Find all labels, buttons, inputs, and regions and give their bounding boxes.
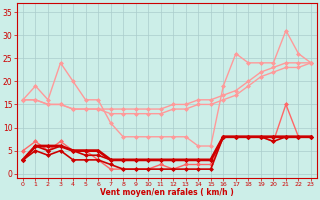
X-axis label: Vent moyen/en rafales ( km/h ): Vent moyen/en rafales ( km/h ) [100, 188, 234, 197]
